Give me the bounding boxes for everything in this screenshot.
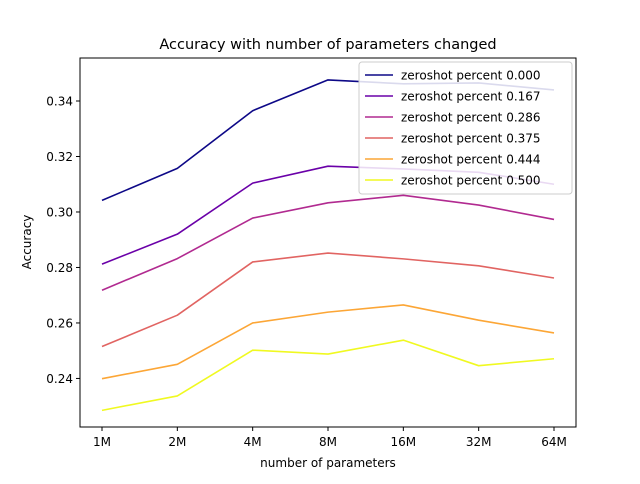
y-tick-label: 0.24 (46, 372, 73, 386)
legend-label-1: zeroshot percent 0.167 (401, 90, 541, 104)
y-tick-label: 0.32 (46, 150, 73, 164)
y-tick-label: 0.26 (46, 316, 73, 330)
series-line-3 (101, 252, 555, 348)
plot-lines (101, 79, 555, 412)
x-tick-label: 4M (244, 435, 262, 449)
y-axis-ticks: 0.24 0.26 0.28 0.30 0.32 0.34 (46, 95, 80, 386)
x-tick-label: 1M (93, 435, 111, 449)
x-tick-label: 32M (466, 435, 492, 449)
x-axis-label: number of parameters (260, 456, 396, 470)
series-line-4 (101, 304, 555, 380)
series-line-2 (101, 194, 555, 291)
x-axis-ticks: 1M 2M 4M 8M 16M 32M 64M (93, 427, 567, 449)
series-line-5 (101, 339, 555, 412)
legend-box (358, 61, 573, 195)
x-tick-label: 64M (541, 435, 567, 449)
x-tick-label: 8M (319, 435, 337, 449)
legend-label-0: zeroshot percent 0.000 (401, 69, 541, 83)
legend: zeroshot percent 0.000 zeroshot percent 0… (358, 61, 573, 195)
x-tick-label: 16M (391, 435, 417, 449)
x-tick-label: 2M (168, 435, 186, 449)
legend-label-2: zeroshot percent 0.286 (401, 111, 541, 125)
legend-label-4: zeroshot percent 0.444 (401, 153, 541, 167)
y-tick-label: 0.30 (46, 205, 73, 219)
y-tick-label: 0.28 (46, 261, 73, 275)
y-tick-label: 0.34 (46, 95, 73, 109)
chart-title: Accuracy with number of parameters chang… (159, 37, 496, 53)
legend-label-3: zeroshot percent 0.375 (401, 132, 541, 146)
y-axis-label: Accuracy (20, 215, 34, 270)
legend-label-5: zeroshot percent 0.500 (401, 174, 541, 188)
